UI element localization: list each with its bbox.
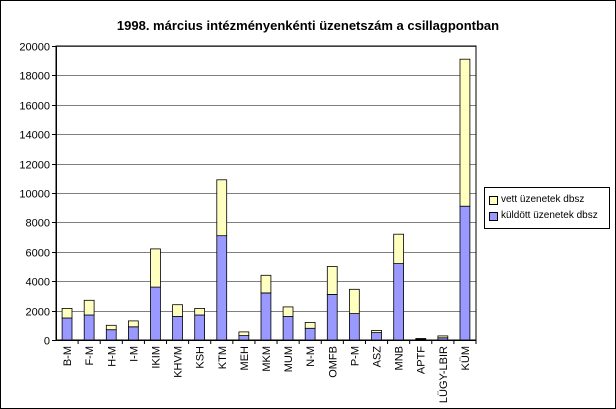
x-tick-label: APTF	[416, 346, 428, 374]
bar-received	[216, 179, 228, 237]
y-tick-label: 16000	[19, 101, 50, 113]
bar-received	[150, 248, 161, 288]
bar-sent	[238, 335, 250, 341]
y-tick-label: 12000	[19, 160, 50, 172]
x-tick-label: OMFB	[327, 346, 339, 378]
x-tick-label: N-M	[305, 346, 317, 367]
bar-sent	[216, 235, 228, 341]
x-tick-label: H-M	[106, 346, 118, 367]
legend-swatch-sent	[489, 212, 498, 221]
y-tick-label: 6000	[26, 248, 50, 260]
bar-sent	[83, 314, 95, 341]
bar-received	[304, 321, 316, 329]
bar-sent	[459, 205, 471, 341]
y-tick-label: 10000	[19, 189, 50, 201]
x-tick-label: MNB	[394, 346, 406, 370]
bar-received	[282, 306, 294, 317]
bar-received	[172, 304, 183, 317]
x-tick-label: IKIM	[150, 346, 162, 369]
bar-received	[127, 320, 139, 328]
x-tick-label: MUM	[283, 346, 295, 372]
bar-received	[437, 335, 449, 339]
bar-received	[326, 266, 338, 295]
x-tick-label: MKM	[261, 346, 273, 372]
bar-received	[393, 233, 405, 264]
y-tick-label: 2000	[26, 307, 50, 319]
x-tick-label: F-M	[84, 346, 96, 366]
y-tick-label: 8000	[26, 218, 50, 230]
bar-received	[105, 324, 117, 331]
x-tick-label: KÜM	[460, 346, 472, 370]
bar-sent	[172, 316, 183, 341]
bars	[61, 58, 471, 341]
y-tick-label: 20000	[19, 42, 50, 54]
legend-label-received: vett üzenetek dbsz	[501, 194, 585, 205]
x-tick-label: KSH	[195, 346, 207, 369]
bar-sent	[304, 327, 316, 341]
bar-received	[238, 331, 250, 336]
bar-sent	[105, 329, 117, 341]
legend: vett üzenetek dbsz küldött üzenetek dbsz	[484, 187, 610, 229]
x-tick-label: I-M	[128, 346, 140, 362]
x-tick-label: KHVM	[173, 346, 185, 378]
y-tick-label: 18000	[19, 71, 50, 83]
y-tick-label: 14000	[19, 130, 50, 142]
bar-sent	[127, 326, 139, 341]
x-tick-label: KTM	[217, 346, 229, 369]
bar-sent	[326, 293, 338, 341]
legend-label-sent: küldött üzenetek dbsz	[501, 210, 598, 221]
y-axis: 0 2000 4000 6000 8000 10000 12000 14000 16000 180…	[19, 42, 57, 348]
bar-received	[415, 338, 427, 340]
bar-sent	[393, 263, 405, 341]
bar-received	[459, 58, 471, 207]
x-tick-label: P-M	[349, 346, 361, 366]
bar-received	[61, 307, 73, 319]
bar-received	[371, 329, 382, 333]
bar-sent	[61, 317, 73, 341]
x-axis: B-M F-M H-M I-M IKIM KHVM KSH KTM MEH MKM MUM N-M OM…	[56, 340, 477, 403]
bar-sent	[260, 292, 272, 341]
legend-swatch-received	[489, 196, 498, 205]
bar-sent	[282, 316, 294, 341]
y-tick-label: 0	[44, 336, 50, 348]
x-tick-label: B-M	[62, 346, 74, 366]
y-tick-label: 4000	[26, 277, 50, 289]
chart-title: 1998. március intézményenkénti üzenetszá…	[116, 18, 500, 33]
bar-received	[83, 299, 95, 316]
x-tick-label: MEH	[239, 346, 251, 371]
bar-sent	[150, 286, 161, 341]
bar-received	[194, 307, 205, 316]
x-tick-label: LÜGY-LBIR	[438, 346, 450, 403]
bar-sent	[371, 332, 382, 341]
bar-sent	[348, 313, 360, 341]
x-tick-label: ASZ	[372, 346, 384, 368]
bar-received	[260, 274, 272, 294]
bar-sent	[194, 314, 205, 341]
bar-received	[348, 288, 360, 314]
